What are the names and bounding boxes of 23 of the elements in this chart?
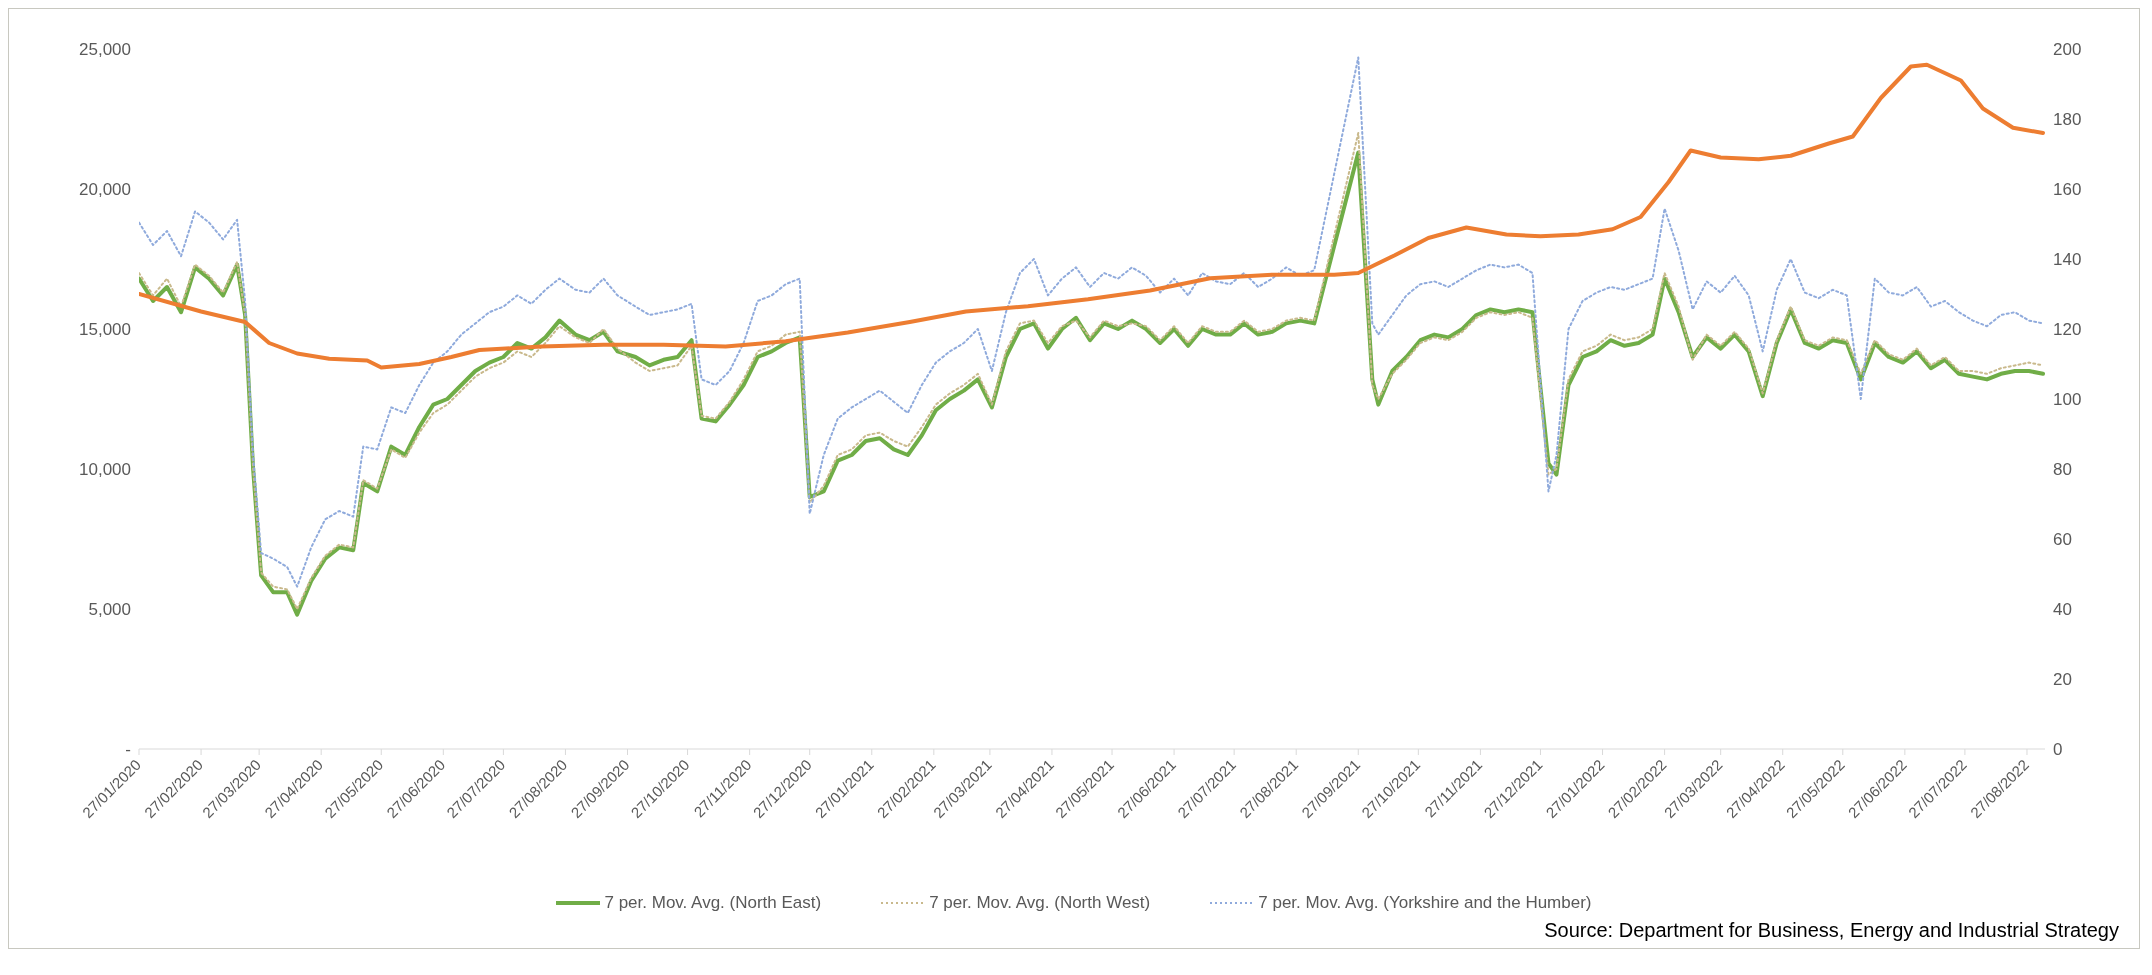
legend-label: 7 per. Mov. Avg. (Yorkshire and the Humber) <box>1258 893 1592 913</box>
y2-tick-label: 0 <box>2053 740 2063 760</box>
legend-label: 7 per. Mov. Avg. (North East) <box>604 893 822 913</box>
y-tick-label: 25,000 <box>79 40 131 60</box>
y-tick-label: 15,000 <box>79 320 131 340</box>
y2-tick-label: 60 <box>2053 530 2072 550</box>
line-series <box>139 56 2044 588</box>
y2-tick-label: 100 <box>2053 390 2082 410</box>
y2-tick-label: 180 <box>2053 110 2082 130</box>
legend-label: 7 per. Mov. Avg. (North West) <box>929 893 1151 913</box>
y-tick-label: 5,000 <box>88 600 131 620</box>
y2-tick-label: 140 <box>2053 250 2082 270</box>
y-tick-label: 10,000 <box>79 460 131 480</box>
y2-tick-label: 80 <box>2053 460 2072 480</box>
y2-tick-label: 160 <box>2053 180 2082 200</box>
y2-tick-label: 20 <box>2053 670 2072 690</box>
y-tick-label: - <box>125 740 131 760</box>
source-note: Source: Department for Business, Energy and Industrial Strategy <box>1543 918 2120 943</box>
y-tick-label: 20,000 <box>79 180 131 200</box>
y2-tick-label: 200 <box>2053 40 2082 60</box>
line-series <box>139 62 2045 370</box>
y2-tick-label: 40 <box>2053 600 2072 620</box>
y2-tick-label: 120 <box>2053 320 2082 340</box>
